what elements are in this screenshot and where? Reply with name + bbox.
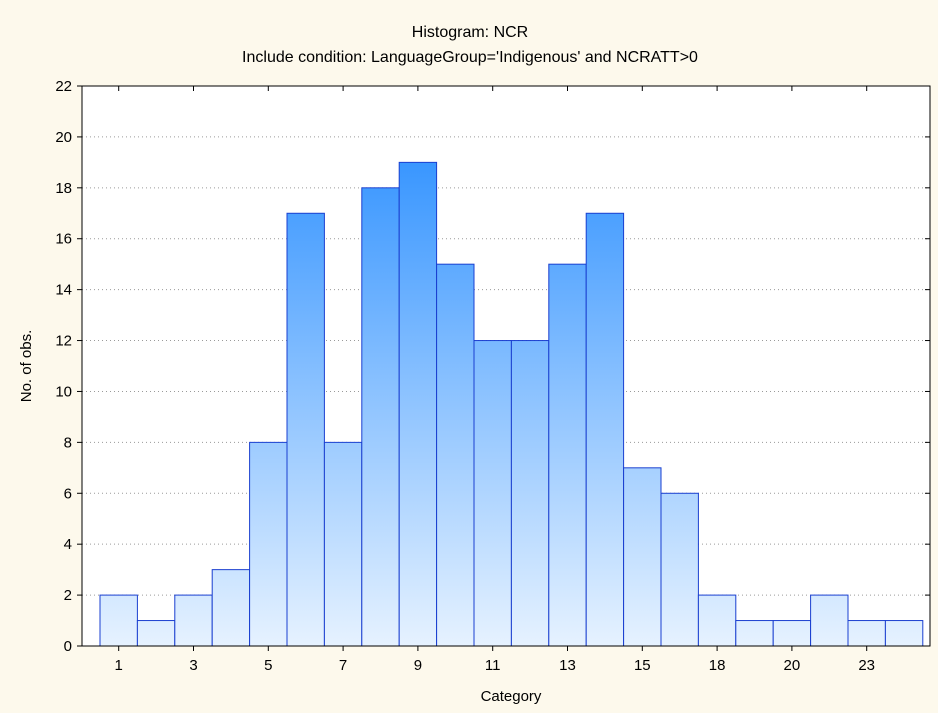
histogram-bar [847,620,886,647]
y-tick-label: 10 [55,383,72,400]
histogram-bar [398,161,438,647]
histogram-bar [510,340,550,647]
y-tick-label: 22 [55,78,72,95]
histogram-bar [473,340,512,647]
y-axis-label: No. of obs. [18,330,35,403]
histogram-bar [548,263,587,647]
histogram-bar [884,620,924,647]
histogram-bar [136,620,176,647]
x-tick-label: 23 [858,657,875,674]
x-tick-label: 11 [485,657,501,674]
x-tick-label: 20 [784,657,801,674]
y-tick-label: 18 [55,180,72,197]
y-tick-label: 2 [64,587,72,604]
histogram-bar [361,187,400,647]
histogram-bar [623,467,662,647]
histogram-bar [323,441,363,647]
histogram-bar [585,212,625,647]
y-tick-label: 12 [55,333,72,350]
x-tick-label: 3 [189,657,197,674]
plot-frame [81,85,931,647]
y-tick-label: 6 [64,485,72,502]
histogram-bar [810,594,849,647]
histogram-bar [211,569,251,647]
chart-subtitle: Include condition: LanguageGroup='Indige… [242,49,698,66]
histogram-bar [99,594,138,647]
histogram-bar [660,492,699,647]
chart-title: Histogram: NCR [412,24,528,41]
x-tick-label: 5 [264,657,272,674]
x-tick-label: 18 [709,657,726,674]
histogram-bar [697,594,737,647]
x-tick-label: 9 [414,657,422,674]
y-tick-label: 14 [55,282,72,299]
histogram-bar [735,620,774,647]
x-tick-label: 7 [339,657,347,674]
x-tick-label: 13 [559,657,576,674]
y-tick-label: 4 [64,536,72,553]
y-tick-label: 20 [55,129,72,146]
y-tick-label: 16 [55,231,72,248]
x-axis-label: Category [481,688,542,705]
histogram-bar [249,441,288,647]
y-tick-label: 8 [64,434,72,451]
histogram-bar [772,620,812,647]
x-tick-label: 15 [634,657,651,674]
histogram-bar [174,594,213,647]
bars-layer [99,161,924,647]
histogram-bar [286,212,325,647]
histogram-bar [436,263,475,647]
x-tick-label: 1 [115,657,123,674]
y-tick-label: 0 [64,638,72,655]
